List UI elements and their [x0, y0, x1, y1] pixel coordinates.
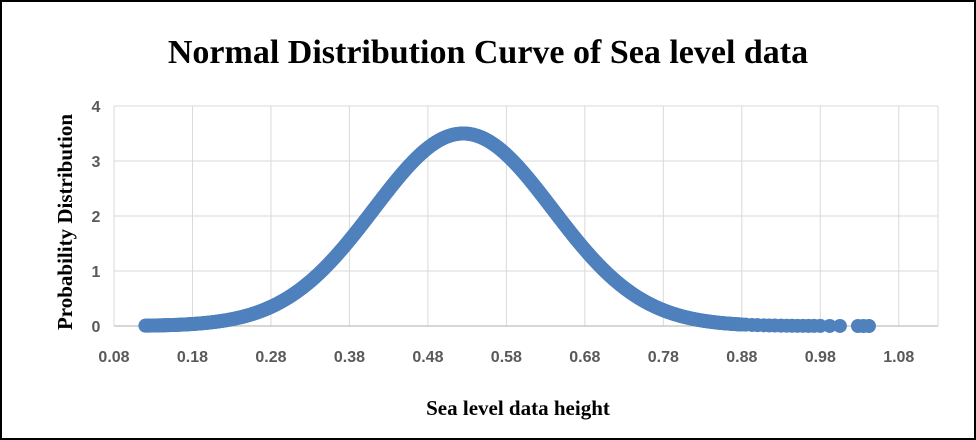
x-tick-label: 0.08	[98, 349, 129, 366]
x-tick-label: 0.48	[412, 349, 443, 366]
x-tick-label: 0.18	[177, 349, 208, 366]
x-tick-label: 0.98	[805, 349, 836, 366]
y-tick-label: 1	[92, 264, 101, 281]
x-tick-label: 0.28	[255, 349, 286, 366]
data-point	[861, 318, 876, 333]
x-tick-label: 0.88	[726, 349, 757, 366]
x-tick-label: 0.78	[648, 349, 679, 366]
tick-labels: 0.08 0.18 0.28 0.38 0.48 0.58 0.68 0.78 0.88 0.98…	[92, 99, 915, 366]
chart-title: Normal Distribution Curve of Sea level d…	[167, 34, 809, 71]
y-tick-label: 2	[92, 209, 101, 226]
data-points	[138, 126, 876, 333]
x-tick-label: 0.58	[491, 349, 522, 366]
x-tick-label: 1.08	[883, 349, 914, 366]
y-tick-label: 3	[92, 154, 101, 171]
gridlines	[113, 105, 939, 326]
y-tick-label: 4	[92, 99, 101, 116]
data-point	[822, 318, 837, 333]
x-tick-label: 0.38	[334, 349, 365, 366]
y-tick-label: 0	[92, 319, 101, 336]
x-tick-label: 0.68	[569, 349, 600, 366]
data-point	[832, 318, 847, 333]
x-axis-label: Sea level data height	[426, 396, 610, 420]
